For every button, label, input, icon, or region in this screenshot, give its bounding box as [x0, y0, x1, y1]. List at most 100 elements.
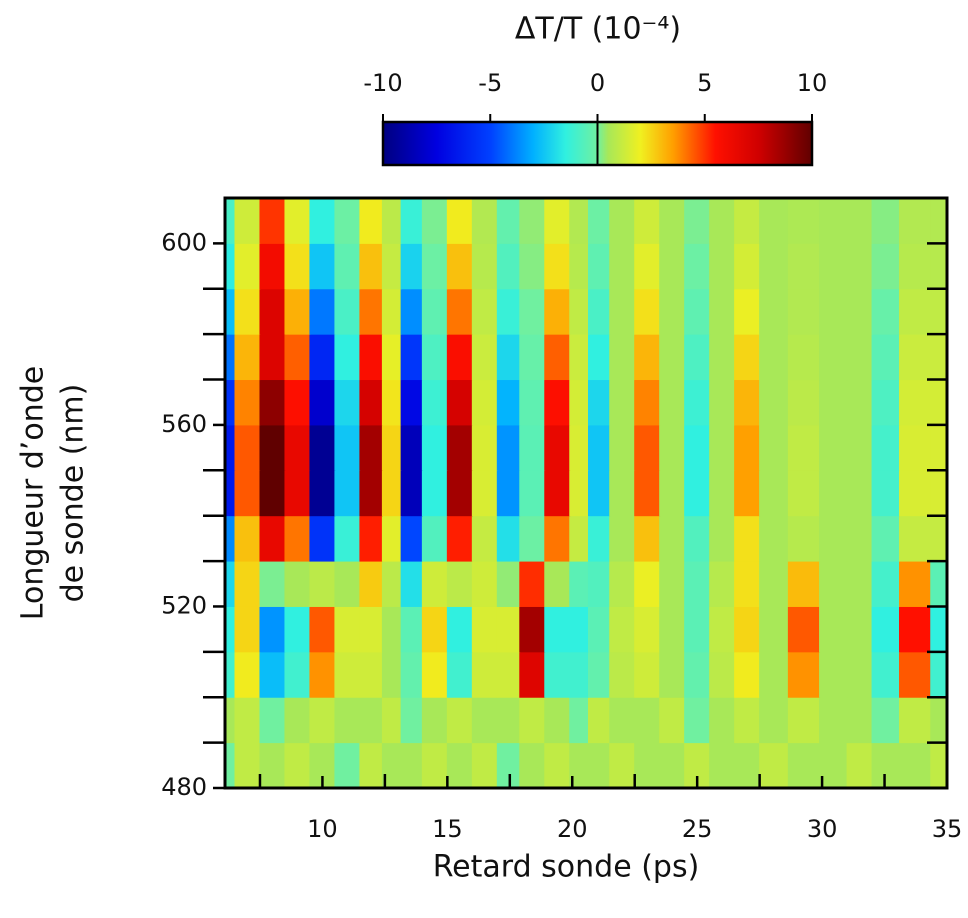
heatmap-cell [400, 605, 423, 653]
heatmap-cell [734, 469, 761, 517]
heatmap-cell [334, 696, 361, 744]
heatmap-cell [899, 469, 932, 517]
heatmap-cell [634, 424, 661, 471]
heatmap-cell [709, 424, 736, 471]
heatmap-cell [871, 605, 901, 653]
heatmap-cell [496, 742, 521, 788]
heatmap-cell [400, 742, 423, 788]
heatmap-cell [334, 379, 361, 426]
heatmap-cell [400, 651, 423, 698]
heatmap-cell [496, 651, 521, 698]
heatmap-cell [734, 379, 761, 426]
heatmap-cell [471, 469, 498, 517]
heatmap-cell [225, 742, 236, 788]
heatmap-cell [819, 515, 848, 562]
heatmap-cell [446, 605, 473, 653]
heatmap-cell [787, 515, 821, 562]
heatmap-cell [659, 515, 686, 562]
heatmap-cell [259, 198, 286, 244]
heatmap-cell [544, 560, 571, 607]
heatmap-cell [709, 696, 736, 744]
heatmap-cell [259, 288, 286, 335]
heatmap-cell [609, 560, 636, 607]
heatmap-cell [225, 605, 236, 653]
heatmap-cell [846, 198, 873, 244]
heatmap-cell [309, 469, 336, 517]
heatmap-cell [381, 424, 402, 471]
heatmap-cell [871, 379, 901, 426]
heatmap-cell [930, 560, 947, 607]
heatmap-cell [284, 198, 311, 244]
heatmap-cell [634, 333, 661, 381]
heatmap-cell [359, 424, 383, 471]
heatmap-cell [846, 742, 873, 788]
heatmap-cell [787, 424, 821, 471]
heatmap-cell [819, 560, 848, 607]
heatmap-cell [871, 198, 901, 244]
heatmap-cell [734, 696, 761, 744]
heatmap-cell [544, 469, 571, 517]
heatmap-cell [519, 696, 546, 744]
heatmap-cell [284, 424, 311, 471]
heatmap-cell [634, 198, 661, 244]
heatmap-cell [400, 696, 423, 744]
heatmap-cell [309, 288, 336, 335]
heatmap-cell [634, 379, 661, 426]
heatmap-cell [359, 333, 383, 381]
heatmap-cell [544, 242, 571, 290]
heatmap-cell [587, 424, 611, 471]
heatmap-cell [309, 333, 336, 381]
heatmap-cell [587, 651, 611, 698]
heatmap-cell [930, 651, 947, 698]
heatmap-cell [846, 333, 873, 381]
heatmap-cell [634, 288, 661, 335]
heatmap-cell [284, 605, 311, 653]
heatmap-cell [359, 469, 383, 517]
heatmap-cell [519, 605, 546, 653]
heatmap-cell [234, 288, 261, 335]
heatmap-cell [381, 605, 402, 653]
heatmap-cell [709, 333, 736, 381]
heatmap-cell [787, 560, 821, 607]
heatmap-cell [334, 560, 361, 607]
heatmap-cell [819, 469, 848, 517]
heatmap-cell [359, 242, 383, 290]
heatmap-cell [225, 651, 236, 698]
heatmap-cell [659, 198, 686, 244]
heatmap-cell [234, 198, 261, 244]
heatmap-cell [284, 469, 311, 517]
heatmap-cell [334, 469, 361, 517]
heatmap-cell [309, 515, 336, 562]
x-tick-label: 35 [932, 815, 963, 843]
x-tick-label: 30 [807, 815, 838, 843]
heatmap-cell [259, 424, 286, 471]
heatmap-cell [359, 560, 383, 607]
heatmap-cell [899, 696, 932, 744]
heatmap-cell [421, 605, 448, 653]
heatmap-cell [634, 242, 661, 290]
heatmap-cell [734, 333, 761, 381]
heatmap-cell [759, 515, 789, 562]
heatmap-cell [759, 696, 789, 744]
heatmap-cell [759, 242, 789, 290]
heatmap-cell [400, 424, 423, 471]
heatmap-cell [446, 288, 473, 335]
heatmap-cell [421, 469, 448, 517]
heatmap-cell [609, 651, 636, 698]
heatmap-cell [284, 379, 311, 426]
heatmap-cell [709, 469, 736, 517]
colorbar-tick-label: 5 [697, 69, 712, 97]
heatmap-cell [496, 424, 521, 471]
heatmap-cell [400, 560, 423, 607]
heatmap-cell [930, 288, 947, 335]
heatmap-cell [544, 515, 571, 562]
heatmap-cell [587, 333, 611, 381]
heatmap-cell [871, 515, 901, 562]
heatmap-cell [587, 198, 611, 244]
heatmap-cell [609, 288, 636, 335]
heatmap-cell [471, 333, 498, 381]
heatmap-cell [421, 198, 448, 244]
heatmap-cell [759, 560, 789, 607]
heatmap-cell [569, 424, 589, 471]
heatmap-cell [234, 651, 261, 698]
